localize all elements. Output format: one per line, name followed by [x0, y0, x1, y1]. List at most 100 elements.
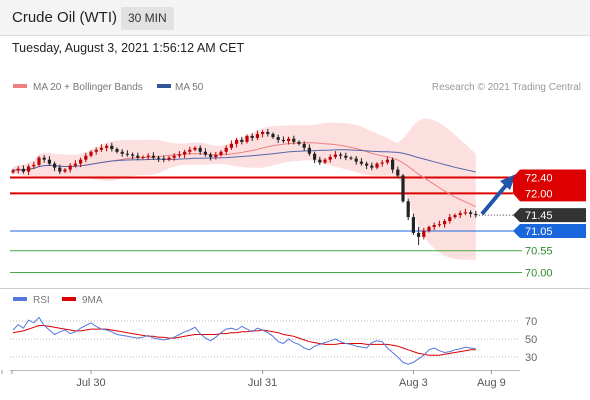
candle-body: [157, 157, 161, 159]
candle-79: [422, 227, 426, 240]
candle-body: [474, 213, 478, 216]
candle-56: [302, 141, 306, 151]
candle-body: [297, 141, 301, 144]
candle-body: [209, 154, 213, 157]
candle-82: [437, 220, 441, 228]
candle-89: [474, 210, 478, 218]
resistance-tag: [513, 169, 586, 202]
candle-body: [162, 158, 166, 160]
candle-body: [463, 212, 467, 214]
candle-62: [333, 151, 337, 159]
candle-43: [235, 137, 239, 148]
candle-59: [318, 156, 322, 165]
candle-53: [287, 136, 291, 145]
candle-body: [37, 157, 41, 165]
level-label-0: 72.40: [525, 173, 553, 185]
candle-73: [391, 157, 395, 174]
candle-body: [427, 226, 431, 231]
candle-body: [125, 153, 129, 155]
candle-body: [458, 213, 462, 216]
candle-body: [11, 170, 15, 173]
level-lines: [10, 176, 522, 273]
x-tick-label-2: Aug 3: [399, 377, 428, 389]
candle-body: [375, 163, 379, 168]
candle-body: [250, 135, 254, 138]
datetime-label: Tuesday, August 3, 2021 1:56:12 AM CET: [12, 41, 245, 55]
timeframe-badge[interactable]: 30 MIN: [121, 7, 174, 30]
candle-63: [339, 152, 343, 160]
candle-body: [99, 147, 103, 150]
candle-48: [261, 129, 265, 138]
bollinger-band: [13, 118, 476, 260]
legend-swatch-rsi: [13, 297, 27, 301]
candle-16: [94, 147, 98, 155]
candle-body: [229, 143, 233, 148]
candle-33: [183, 149, 187, 159]
candle-7: [47, 156, 51, 166]
candle-body: [453, 215, 457, 218]
candle-28: [157, 155, 161, 162]
candle-19: [110, 142, 114, 152]
candle-body: [354, 158, 358, 162]
candle-72: [385, 156, 389, 165]
candle-86: [458, 210, 462, 219]
x-tick-label-1: Jul 31: [248, 377, 277, 389]
candle-65: [349, 156, 353, 161]
candle-body: [422, 230, 426, 237]
candle-body: [432, 225, 436, 227]
candle-body: [391, 159, 395, 170]
candle-46: [250, 133, 254, 141]
candle-body: [84, 155, 88, 160]
candle-body: [313, 153, 317, 160]
candle-body: [469, 212, 473, 214]
candle-66: [354, 155, 358, 165]
candle-21: [120, 149, 124, 157]
candle-body: [146, 155, 150, 157]
candle-body: [417, 232, 421, 237]
candle-body: [287, 138, 291, 142]
level-label-5: 70.00: [525, 268, 553, 280]
legend-9ma-label: 9MA: [82, 295, 103, 306]
candle-body: [261, 131, 265, 134]
candle-body: [349, 157, 353, 159]
instrument-title: Crude Oil (WTI): [12, 9, 117, 26]
rsi-tick-label-1: 50: [525, 334, 537, 346]
candle-body: [32, 164, 36, 167]
candle-17: [99, 144, 103, 152]
candle-body: [183, 151, 187, 155]
candle-4: [32, 161, 36, 169]
candle-body: [411, 217, 415, 233]
candle-87: [463, 208, 467, 216]
candle-1: [16, 166, 20, 174]
candle-body: [120, 151, 124, 154]
candle-8: [53, 161, 57, 172]
candle-14: [84, 152, 88, 163]
candle-49: [266, 128, 270, 137]
candle-body: [370, 165, 374, 168]
arrow-shaft: [480, 181, 510, 216]
candle-body: [276, 137, 280, 140]
candle-body: [198, 147, 202, 152]
candle-34: [188, 146, 192, 155]
candle-70: [375, 162, 379, 170]
candle-26: [146, 153, 150, 160]
candle-body: [177, 154, 181, 156]
candle-31: [172, 153, 176, 161]
candle-52: [281, 136, 285, 144]
candle-10: [63, 168, 67, 174]
rsi-tick-label-0: 70: [525, 316, 537, 328]
rsi-line: [12, 316, 476, 365]
candle-75: [401, 173, 405, 203]
candle-body: [240, 139, 244, 142]
candle-27: [151, 152, 155, 160]
candle-body: [16, 168, 20, 171]
candle-body: [63, 169, 67, 172]
candle-12: [73, 160, 77, 168]
candle-body: [224, 147, 228, 152]
candle-body: [307, 147, 311, 154]
candles: [11, 128, 478, 246]
candle-body: [328, 156, 332, 160]
candle-50: [271, 132, 275, 139]
candle-body: [73, 163, 77, 166]
chart-header: Crude Oil (WTI) 30 MIN: [0, 0, 590, 36]
